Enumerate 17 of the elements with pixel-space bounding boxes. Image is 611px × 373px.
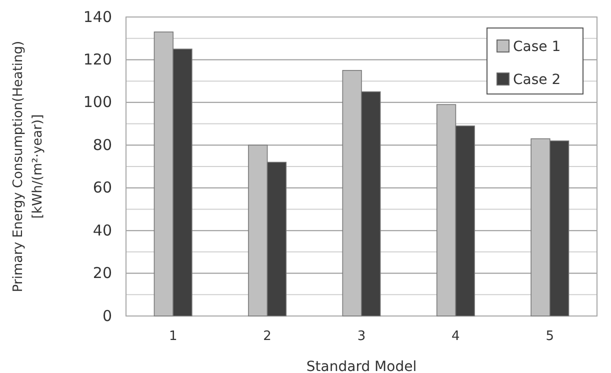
x-axis-title: Standard Model <box>306 359 417 373</box>
y-tick-label: 80 <box>92 136 112 154</box>
x-tick-label: 1 <box>168 329 178 344</box>
y-tick-label: 140 <box>83 8 112 26</box>
y-tick-label: 60 <box>92 178 112 197</box>
y-tick-label: 20 <box>92 264 112 282</box>
x-tick-label: 5 <box>546 329 554 344</box>
legend-label: Case 2 <box>513 72 561 88</box>
y-axis-title: Primary Energy Consumption(Heating) [kWh/(m²·year)] <box>11 40 46 292</box>
y-tick-label: 40 <box>92 221 112 240</box>
x-tick-label: 3 <box>357 329 366 344</box>
x-tick-label: 2 <box>263 329 272 344</box>
x-tick-label: 4 <box>452 329 460 344</box>
y-tick-label: 100 <box>83 93 112 112</box>
legend-label: Case 1 <box>513 39 561 55</box>
y-tick-label: 0 <box>102 306 112 325</box>
y-tick-label: 120 <box>83 50 112 69</box>
